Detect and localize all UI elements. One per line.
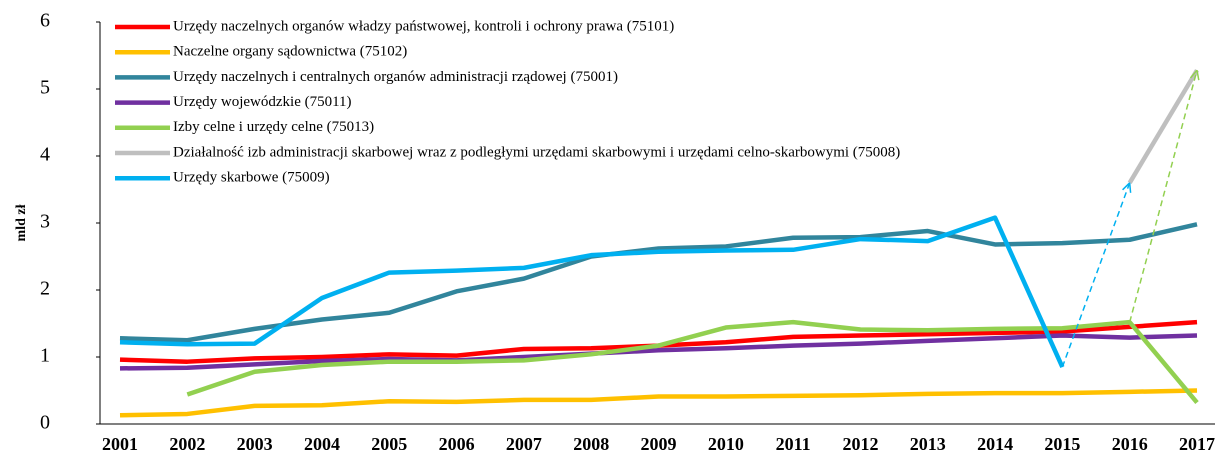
arrow-head: [1128, 182, 1132, 193]
x-tick-label: 2003: [237, 434, 273, 454]
legend-label: Izby celne i urzędy celne (75013): [173, 119, 374, 135]
legend-label: Urzędy naczelnych organów władzy państwo…: [173, 18, 674, 34]
x-tick-label: 2001: [102, 434, 138, 454]
arrow: [1128, 70, 1198, 323]
y-tick-label: 2: [40, 278, 50, 300]
legend-label: Urzędy wojewódzkie (75011): [173, 94, 352, 110]
series-line: [119, 388, 1198, 418]
arrow-head: [1122, 182, 1131, 191]
legend-label: Działalność izb administracji skarbowej …: [173, 144, 900, 160]
series-line: [119, 215, 1065, 368]
x-tick-label: 2004: [304, 434, 340, 454]
x-tick-label: 2005: [371, 434, 407, 454]
series-line: [186, 319, 1199, 405]
x-tick-label: 2016: [1112, 434, 1148, 454]
x-tick-label: 2015: [1044, 434, 1080, 454]
arrow-head: [1196, 70, 1200, 81]
arrow-head: [1189, 69, 1198, 79]
y-tick-label: 0: [40, 412, 50, 434]
x-tick-label: 2006: [439, 434, 475, 454]
y-tick-label: 3: [40, 211, 50, 233]
series-line: [119, 222, 1198, 343]
y-tick-label: 6: [40, 10, 50, 32]
x-tick-label: 2012: [842, 434, 878, 454]
x-tick-label: 2009: [641, 434, 677, 454]
x-tick-label: 2013: [910, 434, 946, 454]
legend-label: Naczelne organy sądownictwa (75102): [173, 44, 407, 60]
y-tick-label: 5: [40, 77, 50, 99]
x-tick-label: 2010: [708, 434, 744, 454]
y-axis-label: mld zł: [14, 204, 29, 241]
x-tick-label: 2007: [506, 434, 542, 454]
x-tick-label: 2014: [977, 434, 1013, 454]
legend-label: Urzędy skarbowe (75009): [173, 170, 330, 186]
legend-label: Urzędy naczelnych i centralnych organów …: [173, 69, 618, 85]
y-tick-label: 1: [40, 345, 50, 367]
x-tick-label: 2017: [1179, 434, 1215, 454]
x-tick-label: 2011: [776, 434, 811, 454]
y-tick-label: 4: [40, 144, 50, 166]
x-tick-label: 2008: [573, 434, 609, 454]
series-line: [119, 333, 1198, 371]
series-line: [1127, 69, 1199, 184]
arrow: [1061, 182, 1131, 368]
x-tick-label: 2002: [169, 434, 205, 454]
